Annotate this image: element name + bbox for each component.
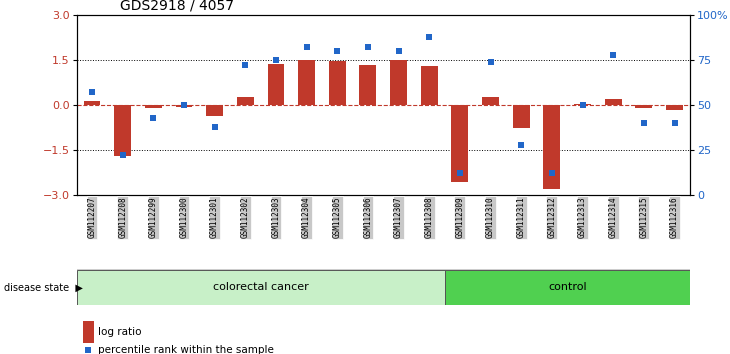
Bar <box>206 105 223 115</box>
Bar <box>77 270 445 305</box>
Text: GSM112307: GSM112307 <box>394 196 403 238</box>
Text: GSM112208: GSM112208 <box>118 196 127 238</box>
Bar <box>574 104 591 105</box>
Bar <box>451 105 469 182</box>
Bar <box>512 105 530 127</box>
Text: GSM112207: GSM112207 <box>88 196 96 238</box>
Bar <box>543 105 561 189</box>
Bar <box>298 60 315 105</box>
Text: GSM112308: GSM112308 <box>425 196 434 238</box>
Text: control: control <box>548 282 586 292</box>
Bar <box>82 321 94 343</box>
Text: GSM112306: GSM112306 <box>364 196 372 238</box>
Text: GSM112304: GSM112304 <box>302 196 311 238</box>
Text: GSM112316: GSM112316 <box>670 196 679 238</box>
Text: GSM112312: GSM112312 <box>548 196 556 238</box>
Text: GSM112309: GSM112309 <box>456 196 464 238</box>
Bar <box>328 61 346 105</box>
Bar <box>604 99 622 105</box>
Bar <box>445 270 690 305</box>
Bar <box>666 105 683 109</box>
Text: GSM112305: GSM112305 <box>333 196 342 238</box>
Text: GSM112303: GSM112303 <box>272 196 280 238</box>
Text: GSM112300: GSM112300 <box>180 196 188 238</box>
Text: colorectal cancer: colorectal cancer <box>212 282 309 292</box>
Bar <box>145 105 162 108</box>
Text: GDS2918 / 4057: GDS2918 / 4057 <box>120 0 234 12</box>
Text: log ratio: log ratio <box>98 327 142 337</box>
Text: disease state  ▶: disease state ▶ <box>4 282 82 292</box>
Text: GSM112299: GSM112299 <box>149 196 158 238</box>
Bar <box>635 105 653 108</box>
Text: GSM112311: GSM112311 <box>517 196 526 238</box>
Bar <box>359 65 377 105</box>
Text: percentile rank within the sample: percentile rank within the sample <box>98 344 274 354</box>
Bar <box>114 105 131 156</box>
Text: GSM112310: GSM112310 <box>486 196 495 238</box>
Text: GSM112313: GSM112313 <box>578 196 587 238</box>
Bar <box>482 97 499 105</box>
Text: GSM112314: GSM112314 <box>609 196 618 238</box>
Bar <box>267 64 285 105</box>
Bar <box>83 101 101 105</box>
Bar <box>237 97 254 105</box>
Text: GSM112315: GSM112315 <box>639 196 648 238</box>
Bar <box>390 60 407 105</box>
Text: GSM112302: GSM112302 <box>241 196 250 238</box>
Bar <box>175 105 193 107</box>
Bar <box>420 66 438 105</box>
Text: GSM112301: GSM112301 <box>210 196 219 238</box>
